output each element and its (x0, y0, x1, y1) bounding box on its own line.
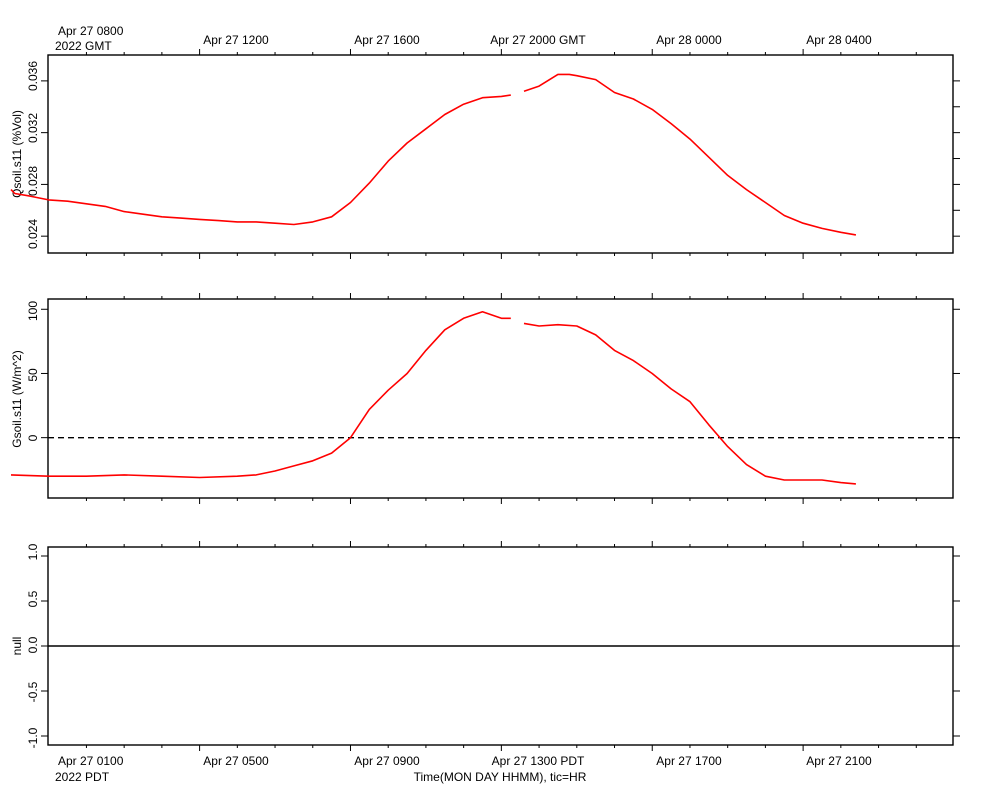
panel-1-frame (47, 54, 954, 254)
x-axis-title: Time(MON DAY HHMM), tic=HR (414, 770, 587, 784)
bottom-axis-first-label-line2: 2022 PDT (55, 770, 110, 784)
panel-2-series-segment-2 (523, 322, 856, 485)
bottom-axis-label-5: Apr 27 2100 (806, 754, 872, 768)
series-layer (10, 73, 960, 647)
bottom-axis-label-4: Apr 27 1700 (656, 754, 722, 768)
panel-2-ylabel: Gsoil.s11 (W/m^2) (10, 350, 24, 447)
panel-2-ytick-label: 100 (26, 301, 40, 321)
panel-2-ytick-label: 0 (26, 434, 40, 441)
panel-2-ytick-label: 50 (26, 368, 40, 382)
panel-3-ytick-label: -0.5 (26, 681, 40, 702)
bottom-axis-first-label-line1: Apr 27 0100 (58, 754, 124, 768)
panel-3-ytick-label: -1.0 (26, 727, 40, 748)
panel-1-ytick-label: 0.028 (26, 166, 40, 196)
panel-1-series-segment-1 (10, 94, 511, 226)
panel-1-ytick-label: 0.024 (26, 219, 40, 249)
bottom-axis-label-2: Apr 27 0900 (354, 754, 420, 768)
top-axis-label-3: Apr 27 2000 GMT (490, 33, 586, 47)
panel-1-ytick-label: 0.036 (26, 61, 40, 91)
panel-1-ylabel: Qsoil.s11 (%Vol) (10, 110, 24, 198)
top-axis-label-5: Apr 28 0400 (806, 33, 872, 47)
panel-1-ytick-label: 0.032 (26, 113, 40, 143)
panel-2-series-segment-1 (10, 310, 511, 479)
tick-marks-layer (41, 49, 960, 751)
panel-3-ytick-label: 1.0 (26, 543, 40, 560)
top-axis-label-1: Apr 27 1200 (203, 33, 269, 47)
panel-3-ytick-label: 0.5 (26, 590, 40, 607)
top-axis-label-4: Apr 28 0000 (656, 33, 722, 47)
bottom-axis-label-1: Apr 27 0500 (203, 754, 269, 768)
bottom-axis-label-3: Apr 27 1300 PDT (492, 754, 585, 768)
panel-2-frame (47, 298, 954, 499)
top-axis-first-label-line2: 2022 GMT (55, 39, 112, 53)
top-axis-first-label-line1: Apr 27 0800 (58, 24, 124, 38)
panel-3-ylabel: null (10, 637, 24, 656)
top-axis-label-2: Apr 27 1600 (354, 33, 420, 47)
panel-3-ytick-label: 0.0 (26, 636, 40, 653)
panel-1-series-segment-2 (523, 73, 857, 236)
